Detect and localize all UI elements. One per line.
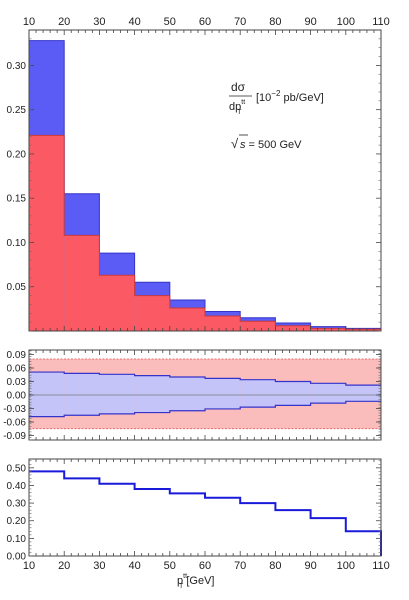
energy-label: s = 500 GeV [240,139,302,151]
inner-uncertainty-bin [29,372,65,417]
ylabel-units: [10−2 pb/GeV] [256,89,324,104]
ratio-step-line [29,470,382,556]
x-tick-label: 10 [23,560,35,572]
x-tick-label: 80 [269,560,281,572]
y-tick-label: -0.06 [3,418,26,429]
ratio-panel: 10 20 30 40 50 60 70 80 90 100 110 0.50 0.40 0.30 0.20… [7,458,390,572]
inner-uncertainty-bin [345,385,381,402]
inner-uncertainty-bin [275,381,311,406]
x-axis-label: ptt T [GeV] [177,573,214,590]
x-tick-label: 110 [372,560,390,572]
ylabel-numerator: dσ [231,80,246,94]
partial-bar [134,295,170,331]
y-tick-label: 0.20 [7,516,27,527]
x-tick-label: 60 [199,16,211,28]
y-tick-label: -0.03 [3,404,26,415]
x-tick-label: 100 [337,560,355,572]
y-tick-label: -0.09 [3,431,26,442]
x-tick-label: 30 [93,560,105,572]
inner-band-lower-edge [29,400,381,418]
x-tick-label: 50 [164,16,176,28]
x-tick-label: 20 [58,560,70,572]
inner-uncertainty-bin [169,377,205,411]
partial-bar [310,328,346,331]
partial-bar [345,329,381,331]
y-tick-label: 0.06 [7,364,27,375]
y-tick-label: 0.05 [7,282,27,293]
x-tick-label: 10 [23,16,35,28]
partial-bar [99,275,135,331]
inner-band-upper-edge [29,371,381,386]
sqrt-symbol: √ [231,136,239,151]
main-cross-section-panel: 10 20 30 40 50 60 70 80 90 100 110 0.05 0.10 0.15 0.20… [7,16,390,332]
y-tick-label: 0.20 [7,149,27,160]
ylabel-denominator: dptt T [229,99,245,116]
cross-section-annotation: dσ dptt T [10−2 pb/GeV] √ s = 500 GeV [229,80,324,151]
partial-bar [205,315,241,331]
x-tick-label: 60 [199,560,211,572]
inner-uncertainty-bin [134,375,170,413]
inner-uncertainty-bin [205,378,241,409]
inner-uncertainty-bin [310,383,346,404]
x-tick-label: 40 [128,560,140,572]
partial-bar [169,307,205,331]
partial-bar [240,321,276,331]
y-tick-label: 0.50 [7,463,27,474]
x-tick-label: 90 [304,16,316,28]
y-tick-label: 0.10 [7,238,27,249]
partial-bar [275,325,311,331]
partial-bar [64,235,100,331]
x-tick-label: 30 [93,16,105,28]
x-tick-label: 80 [269,16,281,28]
y-tick-label: 0.09 [7,350,27,361]
y-tick-label: 0.30 [7,499,27,510]
y-tick-label: 0.30 [7,61,27,72]
y-tick-label: 0.15 [7,194,27,205]
plot-frame [28,458,382,557]
x-tick-label: 70 [234,560,246,572]
x-tick-label: 70 [234,16,246,28]
inner-uncertainty-bin [240,379,276,408]
y-tick-label: 0.00 [7,552,27,563]
y-tick-label: 0.40 [7,481,27,492]
x-tick-label: 110 [372,16,390,28]
x-tick-label: 40 [128,16,140,28]
inner-uncertainty-bin [64,373,100,416]
total-outline [28,40,382,331]
y-tick-label: 0.03 [7,377,27,388]
inner-uncertainty-bin [99,374,135,414]
partial-bar [29,135,65,331]
x-tick-label: 90 [304,560,316,572]
x-tick-label: 50 [164,560,176,572]
y-tick-label: 0.25 [7,105,27,116]
x-tick-label: 100 [337,16,355,28]
x-tick-label: 20 [58,16,70,28]
uncertainty-band-panel: 0.09 0.06 0.03 0.00 -0.03 -0.06 -0.09 [3,349,382,442]
partial-outline [28,134,382,331]
y-tick-label: 0.00 [7,391,27,402]
y-tick-label: 0.10 [7,534,27,545]
